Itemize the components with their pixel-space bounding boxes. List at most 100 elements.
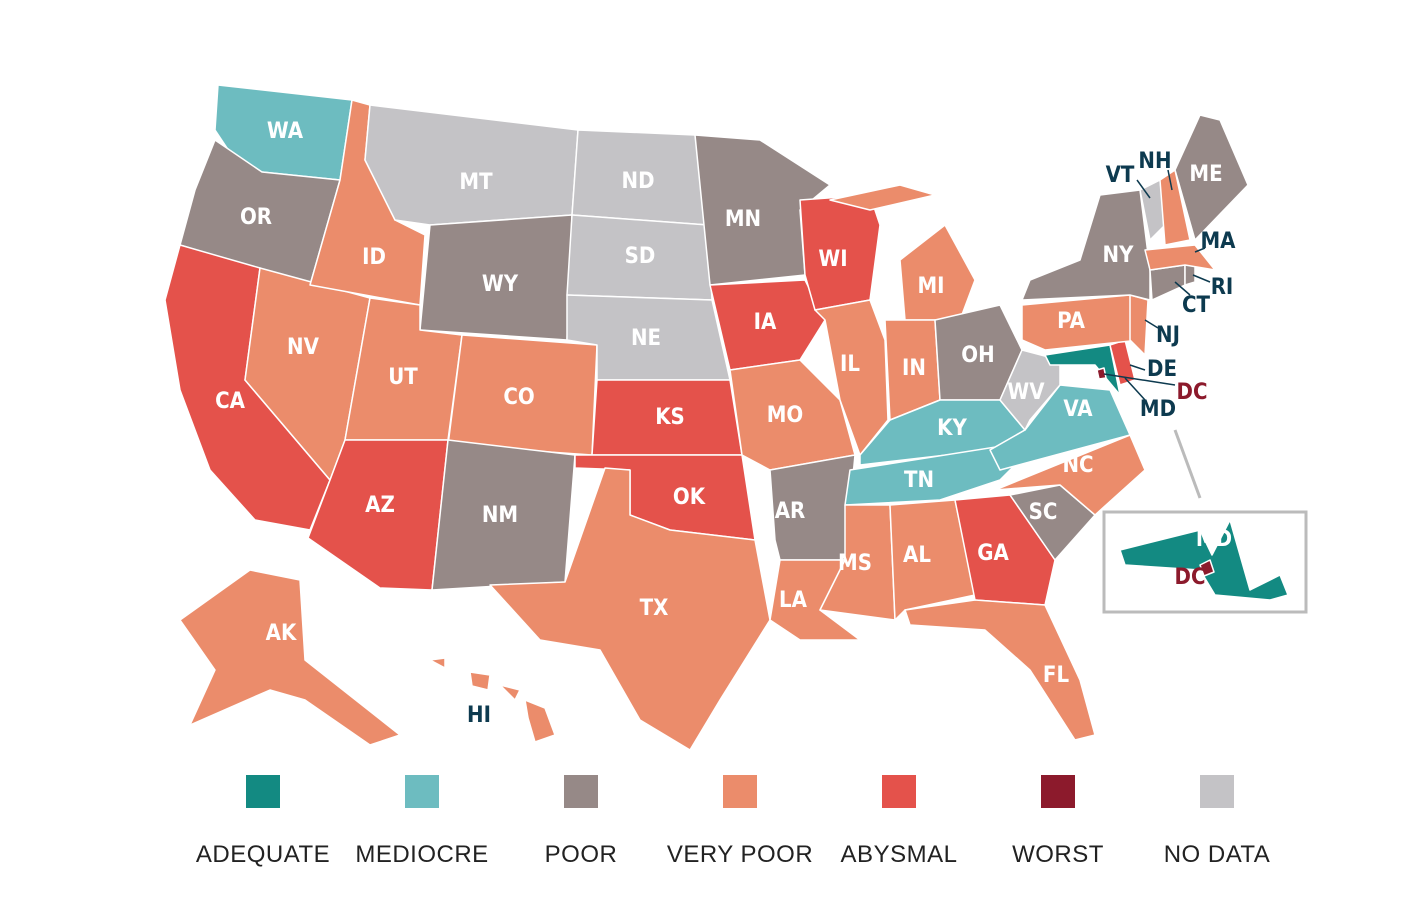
state-label: KY (937, 416, 967, 441)
state-label: PA (1057, 309, 1085, 334)
state-label: WY (482, 272, 519, 297)
state-shape (889, 499, 976, 621)
state-label: VA (1063, 397, 1093, 422)
state-label: IN (902, 356, 926, 381)
legend-swatch (1041, 775, 1075, 808)
state-label: SC (1029, 500, 1058, 525)
state-label: OK (673, 485, 706, 510)
state-label: CT (1182, 293, 1211, 318)
legend-label: NO DATA (1164, 841, 1271, 868)
state-label: ME (1189, 162, 1222, 187)
state-label: ID (362, 245, 386, 270)
state-shape (1174, 114, 1249, 241)
state-label: KS (655, 405, 685, 430)
state-label: MA (1200, 229, 1236, 254)
state-label: VT (1106, 163, 1135, 188)
leader-line (1124, 377, 1146, 401)
legend: ADEQUATE MEDIOCRE POOR VERY POOR ABYSMAL WORS… (196, 775, 1270, 868)
state-shape (994, 434, 1146, 516)
state-shape (489, 467, 771, 751)
state-label: NE (631, 326, 661, 351)
legend-swatch (723, 775, 757, 808)
state-shape (429, 657, 446, 669)
state-shape (524, 699, 556, 743)
state-label: DC (1177, 380, 1208, 405)
state-label: IL (840, 352, 860, 377)
legend-label: POOR (545, 841, 618, 868)
inset-label: MD (1196, 527, 1232, 552)
state-label: FL (1043, 663, 1070, 688)
legend-swatch (882, 775, 916, 808)
state-label: SD (625, 244, 656, 269)
state-shape (819, 504, 896, 621)
state-shape (954, 494, 1056, 606)
state-label: NC (1062, 453, 1093, 478)
state-shape (364, 104, 579, 226)
legend-swatch (246, 775, 280, 808)
state-label: WI (818, 247, 847, 272)
state-label: WV (1007, 380, 1045, 405)
state-shape (1044, 344, 1121, 396)
state-label: LA (779, 588, 808, 613)
leader-line (1194, 247, 1206, 253)
state-shape (999, 349, 1061, 431)
inset-label: DC (1175, 565, 1206, 590)
leader-line (1167, 169, 1173, 191)
state-shape (899, 224, 976, 321)
legend-label: VERY POOR (667, 841, 813, 868)
state-label: GA (977, 541, 1009, 566)
state-label: TX (640, 596, 669, 621)
state-shape (1199, 559, 1215, 577)
leader-line (1103, 373, 1176, 386)
state-label: MD (1140, 397, 1176, 422)
state-shape (1021, 294, 1141, 351)
state-shape (1159, 169, 1191, 246)
state-shape (469, 671, 491, 691)
state-label: CO (503, 385, 534, 410)
state-label: AR (775, 499, 806, 524)
leader-line (1129, 364, 1146, 371)
legend-label: WORST (1012, 841, 1104, 868)
legend-swatch (405, 775, 439, 808)
state-label: MS (838, 551, 872, 576)
leader-line (1192, 274, 1211, 283)
inset-frame (1102, 510, 1308, 614)
state-label: TN (904, 468, 934, 493)
inset-pointer (1173, 429, 1202, 499)
legend-label: MEDIOCRE (355, 841, 488, 868)
legend-label: ADEQUATE (196, 841, 330, 868)
state-label: MI (917, 274, 944, 299)
state-label: AZ (365, 493, 395, 518)
state-label: IA (754, 310, 777, 335)
state-label: UT (388, 365, 418, 390)
state-shape (1149, 264, 1186, 301)
state-label: DE (1147, 357, 1177, 382)
state-shape (904, 599, 1096, 741)
leader-line (1144, 319, 1159, 329)
state-label: AK (266, 621, 297, 646)
states (164, 84, 1289, 751)
state-label: NV (287, 335, 320, 360)
state-label: OR (240, 205, 272, 230)
state-labels: WA OR CA NV ID MT WY UT CO AZ NM ND SD NE KS OK TX MN IA MO… (215, 119, 1236, 728)
state-shape (1096, 367, 1107, 380)
state-shape (829, 184, 936, 211)
state-label: ND (622, 169, 655, 194)
state-shape (814, 299, 889, 456)
state-label: NM (482, 503, 518, 528)
legend-swatch (1200, 775, 1234, 808)
state-label: OH (961, 343, 994, 368)
state-label: WA (267, 119, 304, 144)
state-label: MT (459, 170, 493, 195)
state-label: RI (1211, 275, 1234, 300)
legend-label: ABYSMAL (841, 841, 958, 868)
state-shape (1129, 294, 1149, 356)
leader-line (1136, 179, 1151, 199)
legend-swatch (564, 775, 598, 808)
state-label: NY (1103, 243, 1135, 268)
state-shape (179, 569, 401, 746)
leader-line (1174, 281, 1191, 296)
state-label: NJ (1156, 323, 1180, 348)
state-shape (709, 279, 826, 371)
